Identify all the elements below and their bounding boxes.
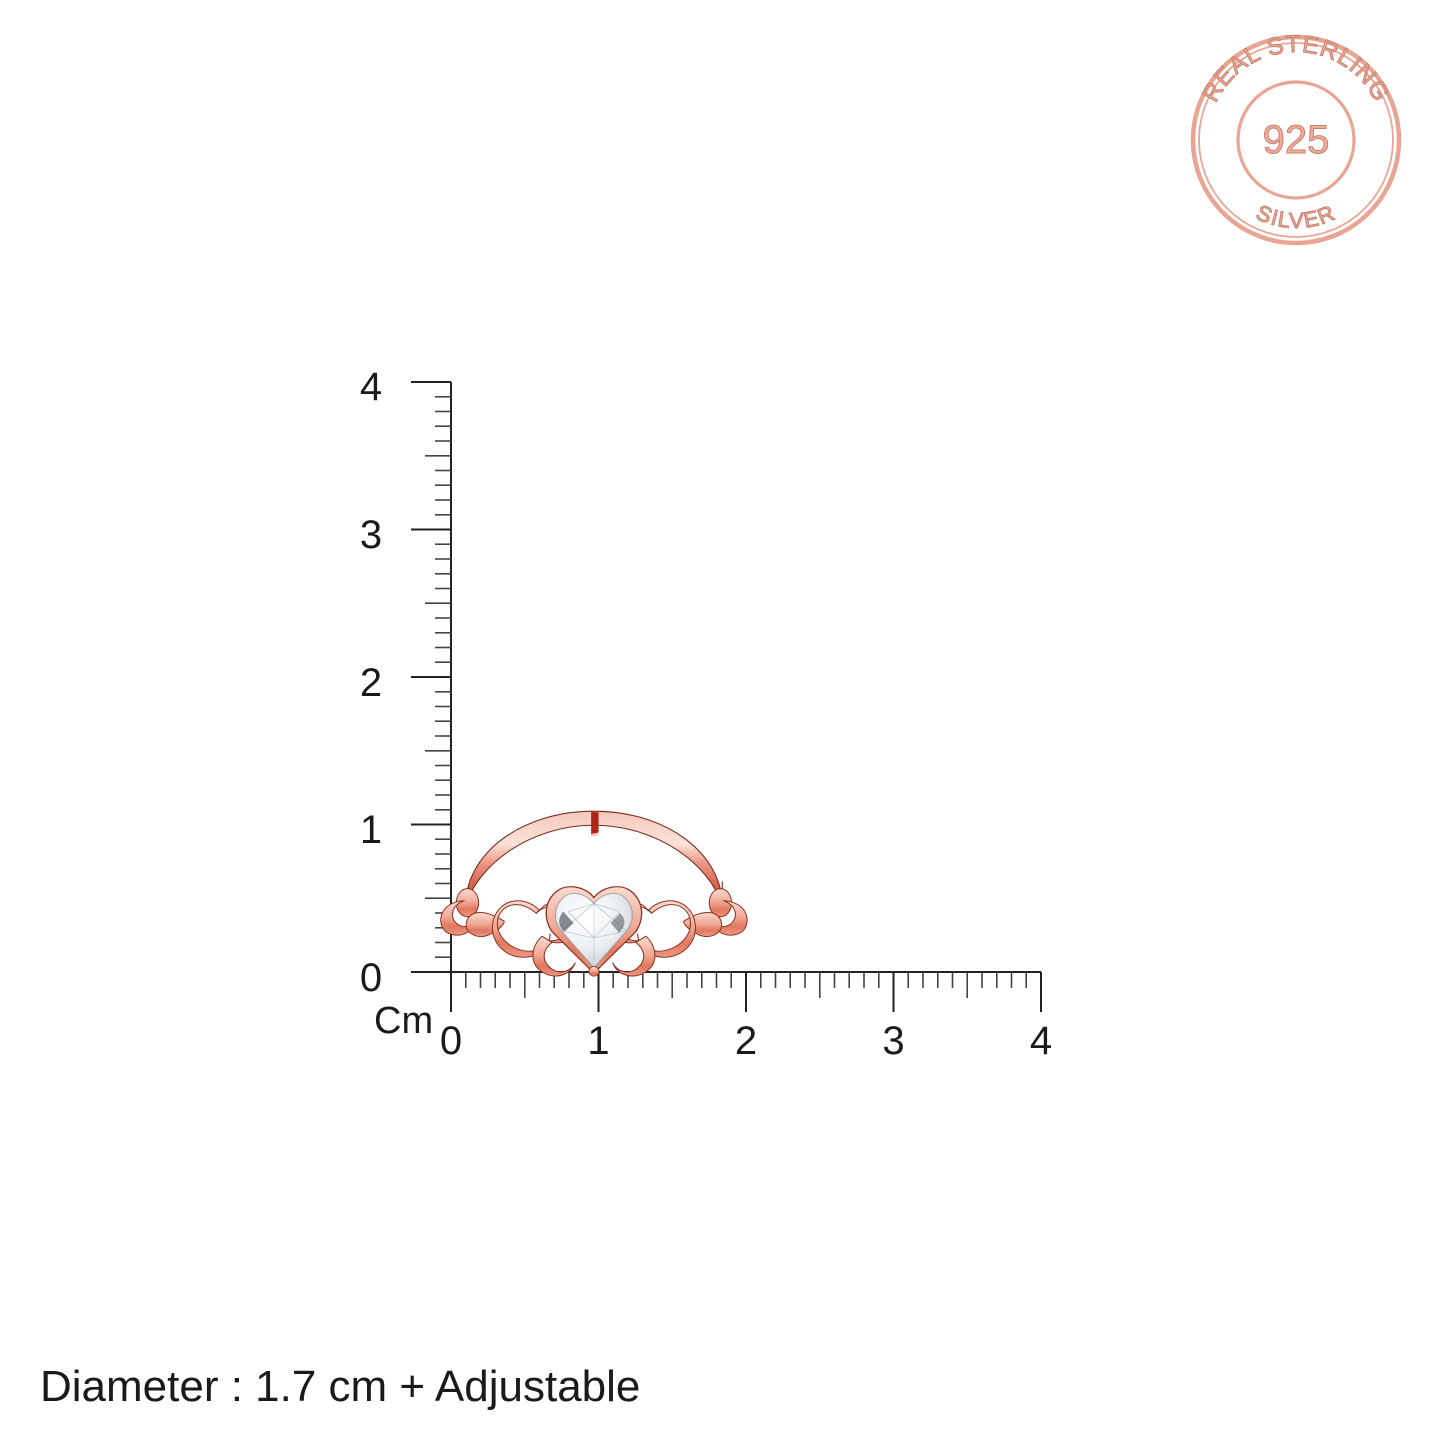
svg-text:1: 1 bbox=[360, 808, 382, 852]
svg-text:1: 1 bbox=[587, 1019, 609, 1063]
svg-text:0: 0 bbox=[360, 956, 382, 1000]
svg-text:2: 2 bbox=[735, 1019, 757, 1063]
svg-text:925: 925 bbox=[1263, 118, 1330, 162]
svg-text:4: 4 bbox=[1030, 1019, 1052, 1063]
svg-text:3: 3 bbox=[360, 513, 382, 557]
svg-text:3: 3 bbox=[882, 1019, 904, 1063]
svg-text:Cm: Cm bbox=[374, 1000, 433, 1042]
svg-text:SILVER: SILVER bbox=[1253, 200, 1340, 233]
svg-text:2: 2 bbox=[360, 661, 382, 705]
svg-text:Diameter : 1.7 cm + Adjustable: Diameter : 1.7 cm + Adjustable bbox=[40, 1362, 640, 1411]
svg-text:0: 0 bbox=[440, 1019, 462, 1063]
svg-text:REAL STERLING: REAL STERLING bbox=[1197, 31, 1395, 107]
svg-text:4: 4 bbox=[360, 365, 382, 409]
